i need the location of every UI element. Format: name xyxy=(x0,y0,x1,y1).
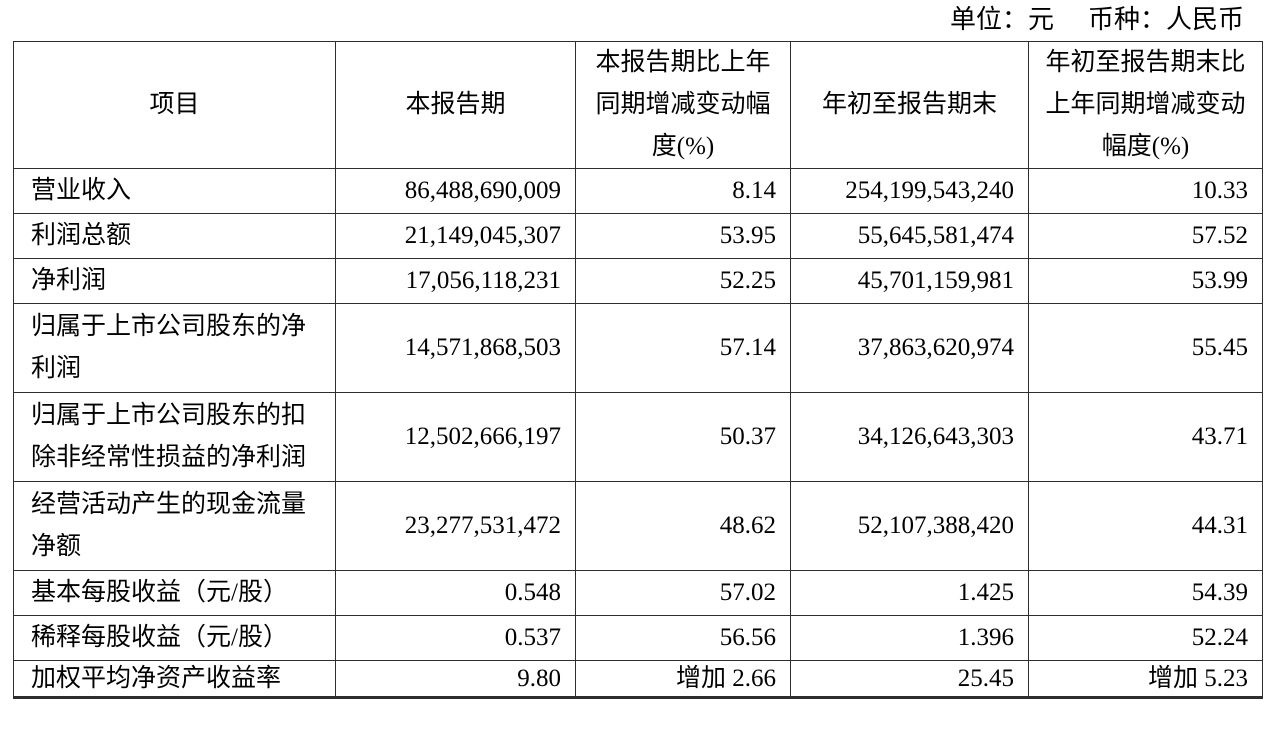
row-item-label: 基本每股收益（元/股） xyxy=(13,570,336,616)
ytd-change-value: 57.52 xyxy=(1028,213,1263,259)
table-row-net-profit: 净利润 17,056,118,231 52.25 45,701,159,981 … xyxy=(13,258,1263,304)
table-row-net-profit-to-shareholders: 归属于上市公司股东的净利润 14,571,868,503 57.14 37,86… xyxy=(13,303,1263,393)
current-period-value: 0.537 xyxy=(335,615,576,661)
current-period-change-value: 57.02 xyxy=(575,570,791,616)
ytd-value: 52,107,388,420 xyxy=(790,481,1029,571)
ytd-value: 34,126,643,303 xyxy=(790,392,1029,482)
current-period-value: 14,571,868,503 xyxy=(335,303,576,393)
ytd-change-value: 增加 5.23 xyxy=(1028,660,1263,699)
current-period-change-value: 53.95 xyxy=(575,213,791,259)
currency-label: 币种：人民币 xyxy=(1087,5,1244,34)
ytd-value: 254,199,543,240 xyxy=(790,168,1029,214)
ytd-change-value: 44.31 xyxy=(1028,481,1263,571)
unit-label: 单位：元 xyxy=(949,5,1054,34)
current-period-change-value: 57.14 xyxy=(575,303,791,393)
row-item-label: 归属于上市公司股东的扣除非经常性损益的净利润 xyxy=(13,392,336,482)
row-item-label: 归属于上市公司股东的净利润 xyxy=(13,303,336,393)
table-row-weighted-avg-roe: 加权平均净资产收益率 9.80 增加 2.66 25.45 增加 5.23 xyxy=(13,660,1263,699)
current-period-value: 86,488,690,009 xyxy=(335,168,576,214)
current-period-value: 9.80 xyxy=(335,660,576,699)
current-period-value: 0.548 xyxy=(335,570,576,616)
current-period-change-value: 8.14 xyxy=(575,168,791,214)
ytd-value: 1.396 xyxy=(790,615,1029,661)
ytd-change-value: 43.71 xyxy=(1028,392,1263,482)
header-current-period: 本报告期 xyxy=(335,41,576,169)
header-row: 项目 本报告期 本报告期比上年同期增减变动幅度(%) 年初至报告期末 年初至报告… xyxy=(13,41,1263,169)
table-row-operating-revenue: 营业收入 86,488,690,009 8.14 254,199,543,240… xyxy=(13,168,1263,214)
ytd-value: 55,645,581,474 xyxy=(790,213,1029,259)
header-current-period-change: 本报告期比上年同期增减变动幅度(%) xyxy=(575,41,791,169)
ytd-change-value: 54.39 xyxy=(1028,570,1263,616)
table-row-basic-eps: 基本每股收益（元/股） 0.548 57.02 1.425 54.39 xyxy=(13,570,1263,616)
ytd-value: 25.45 xyxy=(790,660,1029,699)
current-period-change-value: 56.56 xyxy=(575,615,791,661)
row-item-label: 利润总额 xyxy=(13,213,336,259)
header-ytd-change: 年初至报告期末比上年同期增减变动幅度(%) xyxy=(1028,41,1263,169)
table-row-net-profit-excl-nonrecurring: 归属于上市公司股东的扣除非经常性损益的净利润 12,502,666,197 50… xyxy=(13,392,1263,482)
header-item: 项目 xyxy=(13,41,336,169)
current-period-value: 23,277,531,472 xyxy=(335,481,576,571)
financial-summary-table: 项目 本报告期 本报告期比上年同期增减变动幅度(%) 年初至报告期末 年初至报告… xyxy=(13,41,1263,699)
header-ytd: 年初至报告期末 xyxy=(790,41,1029,169)
ytd-value: 1.425 xyxy=(790,570,1029,616)
ytd-change-value: 52.24 xyxy=(1028,615,1263,661)
current-period-value: 17,056,118,231 xyxy=(335,258,576,304)
current-period-change-value: 50.37 xyxy=(575,392,791,482)
current-period-value: 21,149,045,307 xyxy=(335,213,576,259)
table-row-diluted-eps: 稀释每股收益（元/股） 0.537 56.56 1.396 52.24 xyxy=(13,615,1263,661)
current-period-change-value: 增加 2.66 xyxy=(575,660,791,699)
current-period-value: 12,502,666,197 xyxy=(335,392,576,482)
ytd-change-value: 10.33 xyxy=(1028,168,1263,214)
row-item-label: 经营活动产生的现金流量净额 xyxy=(13,481,336,571)
row-item-label: 净利润 xyxy=(13,258,336,304)
ytd-value: 45,701,159,981 xyxy=(790,258,1029,304)
ytd-change-value: 53.99 xyxy=(1028,258,1263,304)
table-row-total-profit: 利润总额 21,149,045,307 53.95 55,645,581,474… xyxy=(13,213,1263,259)
ytd-value: 37,863,620,974 xyxy=(790,303,1029,393)
row-item-label: 稀释每股收益（元/股） xyxy=(13,615,336,661)
current-period-change-value: 52.25 xyxy=(575,258,791,304)
row-item-label: 营业收入 xyxy=(13,168,336,214)
table-row-operating-cash-flow: 经营活动产生的现金流量净额 23,277,531,472 48.62 52,10… xyxy=(13,481,1263,571)
ytd-change-value: 55.45 xyxy=(1028,303,1263,393)
current-period-change-value: 48.62 xyxy=(575,481,791,571)
row-item-label: 加权平均净资产收益率 xyxy=(13,660,336,699)
unit-currency-line: 单位：元 币种：人民币 xyxy=(950,3,1244,37)
